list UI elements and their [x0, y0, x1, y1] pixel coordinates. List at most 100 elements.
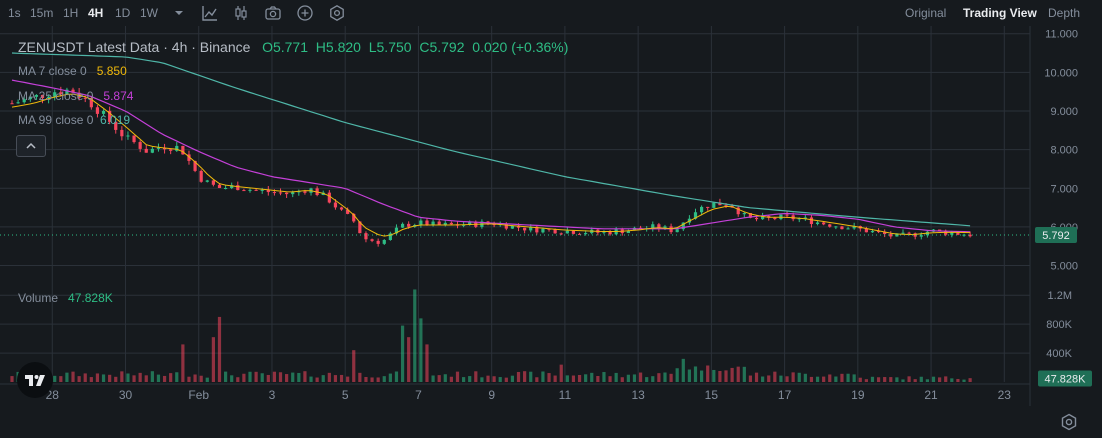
volume-bar — [486, 375, 490, 382]
volume-bar — [620, 377, 624, 382]
volume-bar — [779, 375, 783, 382]
candle-body — [47, 96, 51, 99]
high-value: H5.820 — [315, 39, 361, 55]
tradingview-logo[interactable] — [17, 362, 53, 398]
candle-body — [65, 89, 69, 95]
timeframe-15m[interactable]: 15m — [30, 6, 54, 20]
timeframe-1h[interactable]: 1H — [63, 6, 79, 20]
volume-bar — [223, 371, 228, 382]
volume-bar — [358, 372, 362, 382]
candle-body — [724, 205, 728, 207]
volume-bar — [907, 376, 911, 382]
volume-bar — [199, 375, 203, 382]
candle-body — [101, 110, 106, 114]
volume-bar — [370, 377, 374, 382]
candle-body — [510, 225, 515, 229]
time-tick-label: 19 — [851, 388, 865, 402]
ma25-legend[interactable]: MA 25 close 0 5.874 — [18, 89, 133, 103]
view-original[interactable]: Original — [905, 6, 947, 20]
candle-body — [504, 223, 508, 229]
timeframe-1s[interactable]: 1s — [8, 6, 21, 20]
candle-body — [443, 222, 447, 225]
time-tick-label: 23 — [998, 388, 1012, 402]
volume-bar — [748, 375, 753, 382]
volume-bar — [870, 376, 875, 382]
volume-bar — [791, 372, 795, 382]
volume-bar — [675, 368, 679, 382]
volume-bar — [211, 337, 215, 382]
volume-bar — [523, 371, 527, 382]
price-tick-label: 9.000 — [1050, 106, 1078, 118]
volume-bar — [132, 375, 136, 382]
candle-body — [602, 231, 606, 233]
volume-bar — [687, 369, 691, 382]
candle-body — [230, 185, 234, 188]
candle-type-icon[interactable] — [232, 4, 250, 22]
candle-body — [431, 221, 435, 226]
candle-body — [236, 185, 240, 191]
ma99-legend[interactable]: MA 99 close 0 6.019 — [18, 113, 130, 127]
volume-value: 47.828K — [68, 291, 113, 305]
candle-body — [40, 94, 45, 99]
volume-bar — [730, 367, 734, 382]
volume-bar — [95, 373, 100, 382]
candle-body — [834, 226, 838, 228]
candle-body — [968, 234, 972, 237]
view-trading-view[interactable]: Trading View — [963, 6, 1037, 20]
chart-settings-button[interactable] — [1058, 412, 1080, 432]
candle-body — [785, 214, 789, 216]
timeframe-1w[interactable]: 1W — [140, 6, 158, 20]
volume-bar — [626, 374, 630, 382]
candle-body — [565, 230, 569, 234]
volume-bar — [10, 376, 14, 382]
indicator-icon[interactable] — [201, 4, 219, 22]
timeframe-4h[interactable]: 4H — [88, 6, 104, 20]
candle-body — [529, 226, 533, 231]
volume-bar — [931, 376, 936, 382]
volume-bar — [944, 376, 948, 382]
volume-bar — [706, 365, 710, 382]
plus-circle-icon[interactable] — [296, 4, 314, 22]
candle-body — [541, 228, 545, 233]
collapse-legend-button[interactable] — [16, 135, 46, 157]
volume-bar — [443, 374, 447, 382]
candle-body — [400, 223, 405, 228]
chevron-down-icon[interactable] — [170, 4, 188, 22]
candle-body — [449, 222, 453, 225]
time-tick-label: 13 — [631, 388, 645, 402]
candle-body — [693, 212, 698, 219]
view-depth[interactable]: Depth — [1048, 6, 1081, 20]
timeframe-1d[interactable]: 1D — [115, 6, 131, 20]
volume-bar — [236, 377, 240, 382]
volume-bar — [852, 374, 856, 382]
candle-body — [822, 222, 826, 225]
volume-bar — [803, 373, 807, 382]
volume-bar — [571, 375, 576, 382]
volume-bar — [413, 289, 417, 382]
candle-body — [120, 129, 124, 137]
volume-bar — [278, 372, 283, 382]
settings-hex-icon[interactable] — [328, 4, 346, 22]
volume-bar — [919, 376, 923, 382]
candle-body — [907, 232, 911, 234]
ma7-legend[interactable]: MA 7 close 0 5.850 — [18, 64, 127, 78]
volume-bar — [577, 374, 582, 382]
candle-body — [938, 229, 942, 231]
candle-body — [126, 135, 130, 137]
candle-body — [535, 226, 539, 233]
volume-bar — [742, 366, 746, 382]
low-value: L5.750 — [368, 39, 412, 55]
volume-bar — [394, 371, 399, 382]
candle-body — [242, 190, 246, 192]
time-tick-label: 3 — [269, 388, 276, 402]
candle-body — [657, 224, 661, 229]
last-volume-tag-bg — [1038, 370, 1092, 387]
candle-body — [516, 225, 521, 228]
volume-bar — [352, 350, 356, 382]
volume-bar — [584, 374, 588, 382]
camera-icon[interactable] — [264, 4, 282, 22]
volume-bar — [53, 375, 57, 382]
candle-body — [285, 192, 289, 195]
volume-bar — [736, 366, 740, 382]
